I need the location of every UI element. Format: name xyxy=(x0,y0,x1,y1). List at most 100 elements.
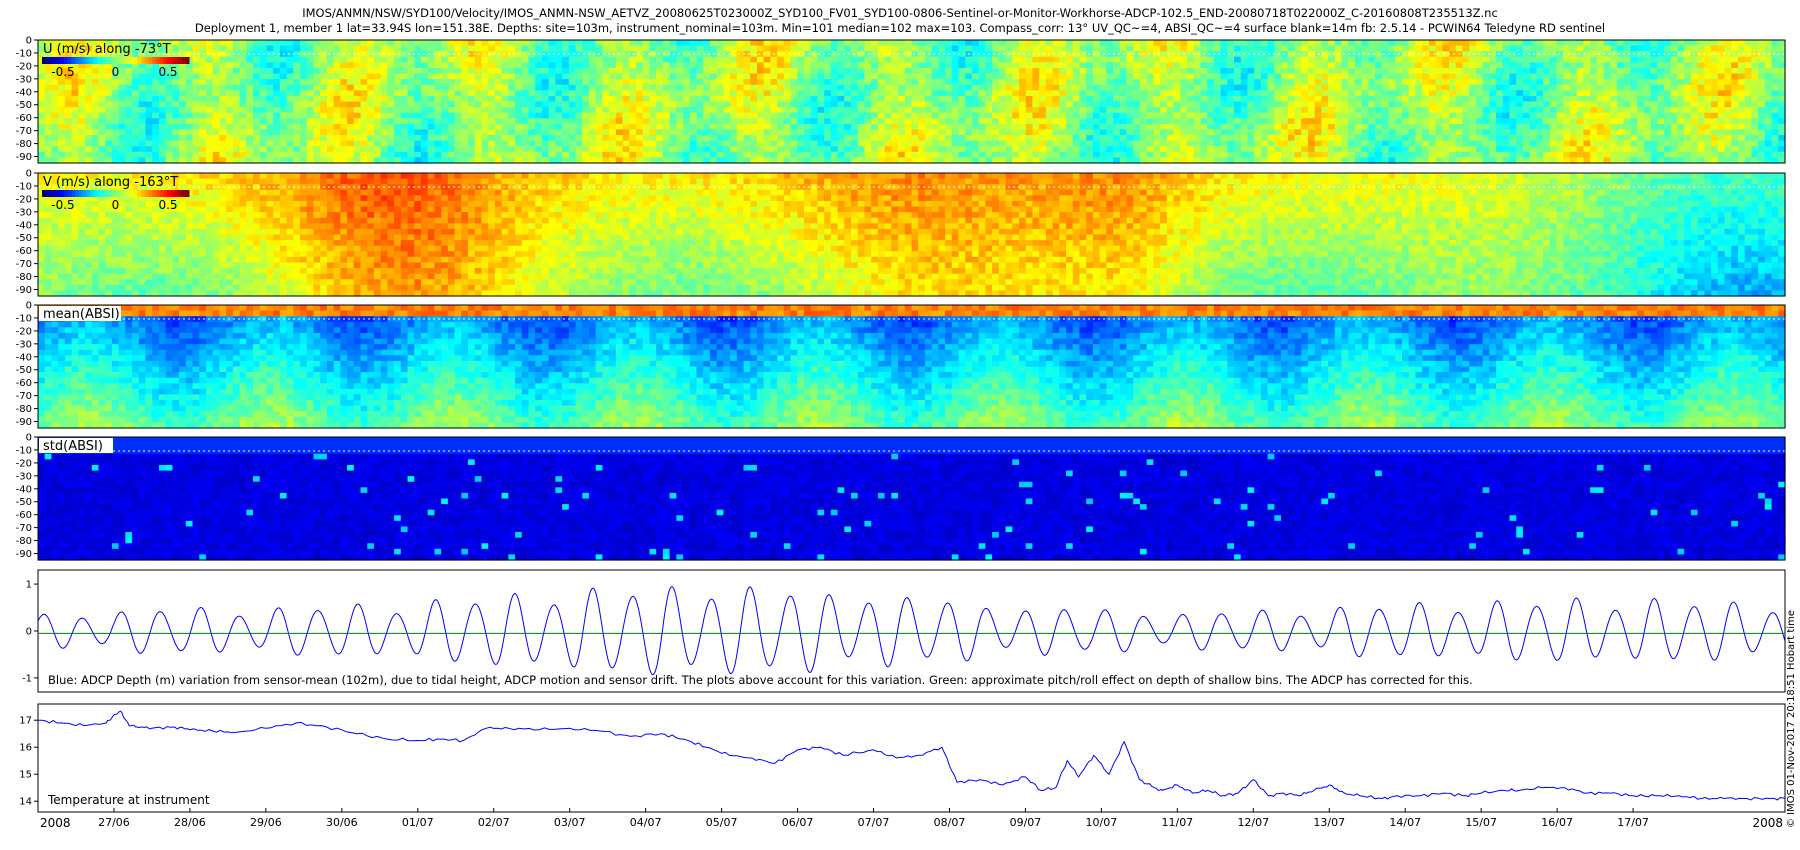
colorbar-tick-label: 0 xyxy=(112,65,120,79)
colorbar-cell xyxy=(123,190,127,197)
colorbar-cell xyxy=(182,57,186,64)
colorbar-cell xyxy=(108,190,112,197)
colorbar-tick-label: 0.5 xyxy=(158,65,177,79)
colorbar-cell xyxy=(93,57,97,64)
colorbar-cell xyxy=(160,57,164,64)
y-tick-label: -30 xyxy=(16,74,32,85)
y-tick-label: -40 xyxy=(16,220,32,231)
colorbar-tick-label: -0.5 xyxy=(51,198,74,212)
colorbar-cell xyxy=(49,190,53,197)
colorbar-cell xyxy=(156,190,160,197)
colorbar-cell xyxy=(171,190,175,197)
y-tick-label: -40 xyxy=(16,352,32,363)
x-tick-label: 14/07 xyxy=(1389,816,1421,829)
colorbar-cell xyxy=(108,57,112,64)
x-tick-label: 07/07 xyxy=(858,816,890,829)
heatmap-title: mean(ABSI) xyxy=(43,307,120,322)
colorbar-cell xyxy=(127,190,131,197)
colorbar-cell xyxy=(152,190,156,197)
colorbar-tick-label: 0.5 xyxy=(158,198,177,212)
colorbar-cell xyxy=(138,190,142,197)
y-tick-label: -30 xyxy=(16,471,32,482)
colorbar-cell xyxy=(134,57,138,64)
colorbar-cell xyxy=(101,57,105,64)
colorbar-cell xyxy=(68,190,72,197)
colorbar-cell xyxy=(42,190,46,197)
colorbar-cell xyxy=(167,57,171,64)
colorbar-cell xyxy=(86,190,90,197)
x-tick-label: 06/07 xyxy=(782,816,814,829)
y-tick-label: -90 xyxy=(16,152,32,163)
colorbar-cell xyxy=(46,57,50,64)
colorbar-cell xyxy=(90,190,94,197)
colorbar-cell xyxy=(116,190,120,197)
colorbar-cell xyxy=(123,57,127,64)
heatmap-panel-u: 0-10-20-30-40-50-60-70-80-90U (m/s) alon… xyxy=(16,36,1786,164)
y-tick-label: -1 xyxy=(22,673,32,684)
colorbar-cell xyxy=(75,57,79,64)
y-tick-label: -10 xyxy=(16,445,32,456)
colorbar-cell xyxy=(49,57,53,64)
y-tick-label: 0 xyxy=(26,433,32,444)
y-tick-label: -20 xyxy=(16,194,32,205)
x-tick-label: 16/07 xyxy=(1541,816,1573,829)
colorbar-cell xyxy=(178,57,182,64)
y-tick-label: -50 xyxy=(16,233,32,244)
colorbar-cell xyxy=(149,57,153,64)
y-tick-label: -60 xyxy=(16,510,32,521)
colorbar-cell xyxy=(60,190,64,197)
colorbar-cell xyxy=(79,57,83,64)
y-tick-label: -20 xyxy=(16,326,32,337)
y-tick-label: 1 xyxy=(26,580,32,591)
x-tick-label: 17/07 xyxy=(1617,816,1649,829)
colorbar-cell xyxy=(178,190,182,197)
x-tick-label: 03/07 xyxy=(554,816,586,829)
colorbar-cell xyxy=(97,57,101,64)
colorbar-cell xyxy=(130,190,134,197)
temperature-panel: 17 16 15 14 Temperature at instrument xyxy=(19,704,1785,812)
colorbar-cell xyxy=(53,190,57,197)
colorbar-cell xyxy=(79,190,83,197)
temperature-annotation: Temperature at instrument xyxy=(47,793,210,807)
colorbar-cell xyxy=(130,57,134,64)
y-tick-label: -80 xyxy=(16,272,32,283)
colorbar-cell xyxy=(104,190,108,197)
colorbar-cell xyxy=(64,190,68,197)
colorbar-cell xyxy=(149,190,153,197)
colorbar-cell xyxy=(71,190,75,197)
x-tick-label: 13/07 xyxy=(1313,816,1345,829)
colorbar-cell xyxy=(171,57,175,64)
x-tick-label: 29/06 xyxy=(250,816,282,829)
y-tick-label: -30 xyxy=(16,339,32,350)
panel-frame xyxy=(38,704,1785,812)
x-tick-label: 10/07 xyxy=(1086,816,1118,829)
y-tick-label: -80 xyxy=(16,139,32,150)
colorbar-cell xyxy=(112,57,116,64)
colorbar-cell xyxy=(97,190,101,197)
heatmap-panel-v: 0-10-20-30-40-50-60-70-80-90V (m/s) alon… xyxy=(16,169,1786,297)
y-tick-label: 17 xyxy=(19,716,32,727)
y-tick-label: -80 xyxy=(16,404,32,415)
x-tick-label: 08/07 xyxy=(934,816,966,829)
y-tick-label: -70 xyxy=(16,391,32,402)
y-tick-label: 14 xyxy=(19,797,32,808)
x-tick-label: 01/07 xyxy=(402,816,434,829)
colorbar-cell xyxy=(71,57,75,64)
x-tick-label: 12/07 xyxy=(1237,816,1269,829)
y-tick-label: 16 xyxy=(19,743,32,754)
y-tick-label: 0 xyxy=(26,301,32,312)
colorbar-cell xyxy=(185,190,189,197)
x-tick-label: 15/07 xyxy=(1465,816,1497,829)
colorbar-cell xyxy=(82,190,86,197)
y-tick-label: -40 xyxy=(16,484,32,495)
y-tick-label: -10 xyxy=(16,181,32,192)
y-tick-label: 15 xyxy=(19,770,32,781)
axis-year-left: 2008 xyxy=(40,816,71,830)
colorbar-cell xyxy=(46,190,50,197)
y-tick-label: -90 xyxy=(16,549,32,560)
colorbar-cell xyxy=(163,57,167,64)
x-tick-label: 05/07 xyxy=(706,816,738,829)
y-tick-label: 0 xyxy=(26,36,32,47)
y-tick-label: -50 xyxy=(16,497,32,508)
